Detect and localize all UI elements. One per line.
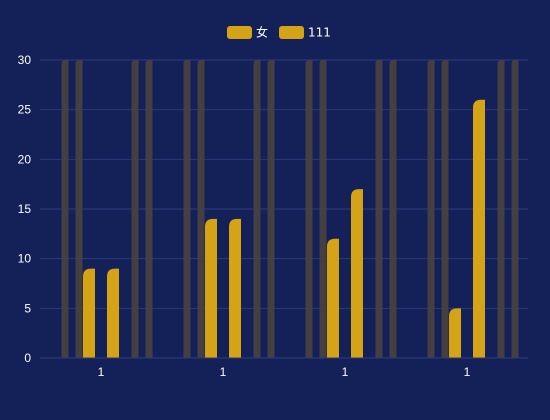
background-bar	[131, 60, 139, 358]
bar-1[interactable]	[83, 268, 95, 358]
data-bars	[83, 99, 485, 358]
bar-1[interactable]	[327, 238, 339, 358]
background-bar	[389, 60, 397, 358]
y-tick-label: 10	[18, 252, 32, 266]
background-bar	[319, 60, 327, 358]
background-bar	[497, 60, 505, 358]
background-bar	[253, 60, 261, 358]
legend-label[interactable]: 111	[308, 26, 331, 40]
y-tick-label: 0	[24, 351, 31, 365]
bar-2[interactable]	[107, 268, 119, 358]
x-tick-label: 1	[342, 365, 349, 379]
bar-2[interactable]	[351, 189, 363, 358]
background-bar	[145, 60, 153, 358]
legend[interactable]: 女 111	[227, 25, 331, 40]
x-tick-label: 1	[464, 365, 471, 379]
background-bar	[61, 60, 69, 358]
background-bar	[511, 60, 519, 358]
background-bar	[183, 60, 191, 358]
background-bar	[441, 60, 449, 358]
bar-1[interactable]	[449, 308, 461, 358]
background-bars	[61, 60, 519, 358]
y-tick-label: 30	[18, 53, 32, 67]
bar-2[interactable]	[473, 99, 485, 358]
y-tick-label: 20	[18, 152, 32, 166]
background-bar	[267, 60, 275, 358]
background-bar	[197, 60, 205, 358]
y-tick-label: 5	[24, 301, 31, 315]
axes: 0 5 10 15 20 25 30 1 1 1 1	[18, 53, 528, 379]
x-tick-label: 1	[98, 365, 105, 379]
background-bar	[75, 60, 83, 358]
y-tick-label: 25	[18, 103, 32, 117]
x-tick-label: 1	[220, 365, 227, 379]
bar-1[interactable]	[205, 218, 217, 358]
background-bar	[305, 60, 313, 358]
legend-label[interactable]: 女	[256, 25, 268, 40]
y-tick-label: 15	[18, 202, 32, 216]
background-bar	[427, 60, 435, 358]
bar-2[interactable]	[229, 218, 241, 358]
background-bar	[375, 60, 383, 358]
legend-swatch[interactable]	[227, 26, 252, 39]
legend-swatch[interactable]	[279, 26, 304, 39]
